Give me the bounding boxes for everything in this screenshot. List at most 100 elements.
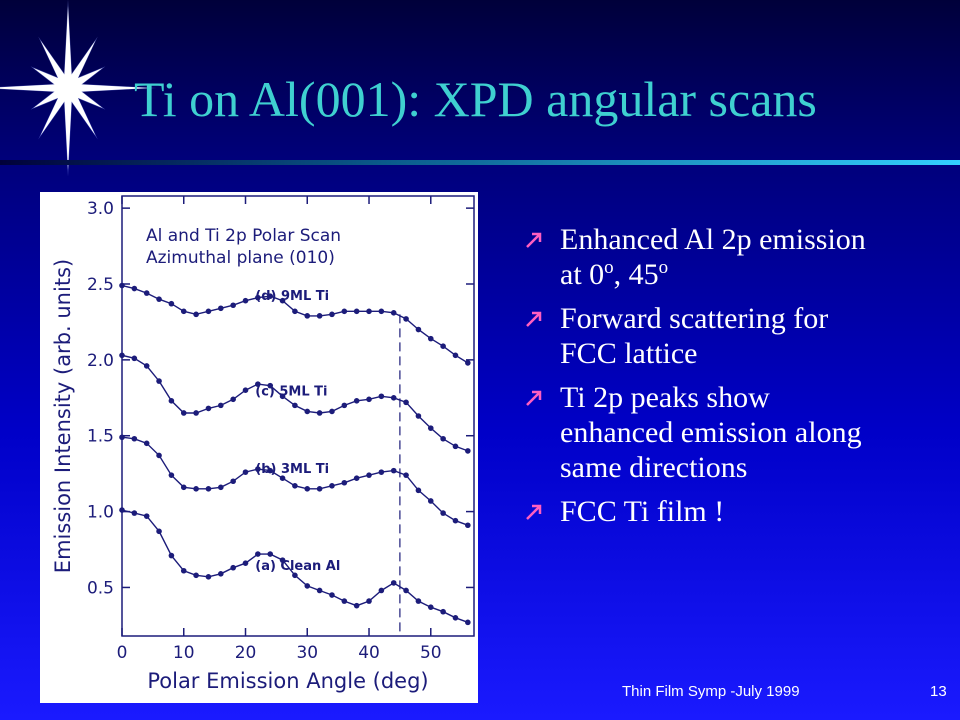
data-point — [255, 381, 261, 387]
data-point — [230, 564, 236, 571]
superscript: o — [658, 257, 669, 278]
data-point — [279, 297, 286, 304]
bullet: FCC Ti film ! — [522, 494, 872, 529]
data-point — [279, 393, 286, 400]
data-point — [403, 472, 409, 478]
bullet-arrow — [526, 504, 542, 520]
data-point — [143, 363, 150, 369]
data-point — [452, 352, 459, 359]
chart-title: Al and Ti 2p Polar Scan — [146, 226, 341, 246]
superscript: o — [604, 257, 614, 278]
data-point — [230, 302, 236, 309]
x-tick-label: 50 — [420, 643, 442, 663]
data-point — [329, 408, 335, 415]
data-point — [440, 435, 446, 442]
x-tick-label: 20 — [235, 643, 257, 663]
data-point — [292, 572, 298, 579]
data-point — [156, 296, 162, 302]
data-point — [316, 410, 323, 416]
data-point — [156, 378, 162, 384]
data-point — [131, 435, 138, 442]
y-tick-label: 0.5 — [87, 578, 114, 598]
data-point — [316, 313, 323, 319]
data-point — [452, 614, 459, 621]
data-point — [304, 408, 311, 415]
data-point — [193, 572, 199, 579]
data-point — [180, 308, 187, 315]
series-label: (d) 9ML Ti — [255, 289, 329, 304]
series-line — [121, 436, 469, 526]
data-point — [242, 387, 249, 394]
series-label: (a) Clean Al — [255, 559, 340, 574]
y-tick-label: 2.0 — [87, 351, 114, 371]
bullet-text: Ti 2p peaks show enhanced emission along… — [560, 381, 862, 484]
data-point — [143, 440, 150, 447]
data-point — [267, 293, 274, 299]
bullet-list: Enhanced Al 2p emission at 0o, 45o Forwar… — [522, 222, 872, 538]
bullet: Enhanced Al 2p emission at 0o, 45o — [522, 222, 872, 292]
data-point — [440, 510, 446, 516]
bullet-text: , 45 — [613, 258, 659, 291]
data-point — [329, 482, 335, 489]
plot-frame — [121, 195, 475, 637]
data-point — [242, 297, 249, 304]
chart: 0.5 1.0 1.5 2.0 2.5 3.0 0 10 20 30 40 50 Polar Emiss… — [40, 192, 478, 703]
data-point — [329, 311, 335, 318]
data-point — [131, 510, 138, 516]
data-point — [255, 551, 261, 557]
data-point — [378, 393, 385, 400]
data-point — [304, 313, 311, 319]
data-point — [390, 467, 397, 474]
series-label: (c) 5ML Ti — [255, 384, 327, 399]
x-tick-label: 0 — [117, 643, 128, 663]
data-point — [292, 402, 298, 409]
data-point — [440, 343, 446, 350]
data-point — [119, 507, 125, 513]
star-logo — [0, 0, 157, 177]
data-point — [316, 587, 323, 594]
footer: Thin Film Symp -July 1999 — [622, 683, 800, 700]
data-point — [378, 308, 385, 315]
data-point — [230, 396, 236, 403]
data-point — [378, 469, 385, 475]
data-point — [341, 308, 348, 315]
data-point — [304, 486, 311, 492]
data-point — [341, 479, 348, 486]
data-point — [180, 567, 187, 574]
data-point — [180, 410, 187, 416]
y-axis-label: Emission Intensity (arb. units) — [51, 259, 75, 573]
data-point — [230, 478, 236, 485]
slide-title: Ti on Al(001): XPD angular scans — [134, 71, 817, 127]
data-point — [156, 528, 162, 535]
data-point — [168, 300, 175, 307]
data-point — [390, 394, 397, 401]
data-point — [218, 305, 224, 312]
data-point — [465, 619, 471, 626]
data-point — [366, 396, 372, 403]
data-point — [427, 498, 434, 504]
data-point — [267, 382, 274, 389]
data-point — [119, 434, 125, 441]
data-point — [465, 448, 471, 454]
data-point — [205, 486, 212, 492]
bullet-arrow — [526, 311, 542, 327]
data-point — [218, 570, 224, 577]
series-label: (b) 3ML Ti — [255, 462, 329, 477]
data-point — [452, 443, 459, 450]
data-point — [279, 475, 286, 482]
data-point — [341, 402, 348, 409]
x-axis-label: Polar Emission Angle (deg) — [147, 669, 428, 693]
data-point — [143, 290, 150, 296]
data-point — [403, 587, 409, 594]
data-point — [427, 335, 434, 342]
data-point — [131, 285, 138, 292]
bullet-arrow — [526, 232, 542, 248]
data-point — [353, 308, 360, 315]
data-point — [279, 557, 286, 563]
y-tick-label: 2.5 — [87, 275, 114, 295]
data-point — [242, 560, 249, 566]
data-point — [292, 482, 298, 489]
data-point — [415, 413, 422, 419]
bullet: Ti 2p peaks show enhanced emission along… — [522, 380, 872, 485]
